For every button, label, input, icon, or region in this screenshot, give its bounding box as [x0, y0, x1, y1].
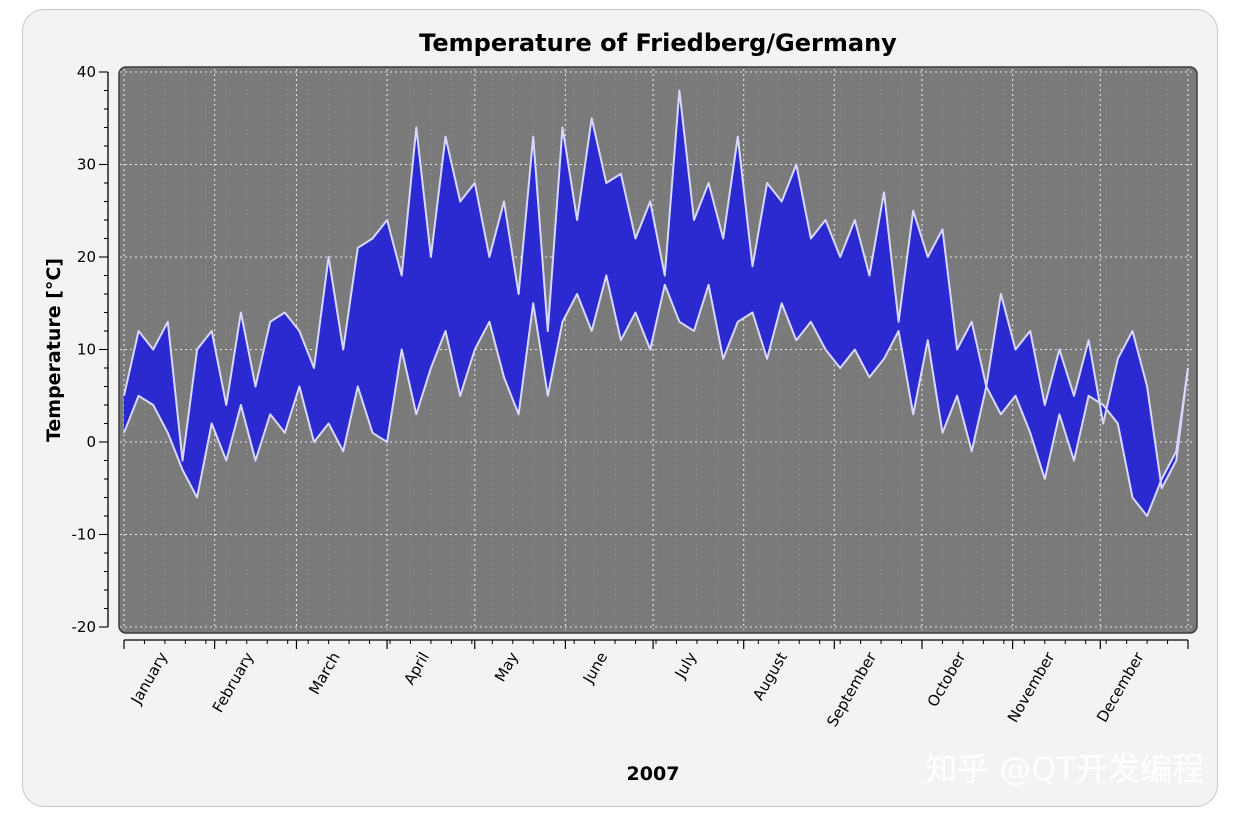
month-label: January: [127, 649, 172, 708]
y-tick-label: 10: [77, 341, 96, 359]
y-tick-label: 40: [77, 63, 96, 81]
month-label: October: [924, 648, 970, 710]
month-label: July: [671, 649, 701, 682]
plot-area: [118, 66, 1198, 634]
month-label: August: [749, 649, 791, 704]
y-tick-label: 20: [77, 248, 96, 266]
month-label: March: [305, 649, 343, 698]
y-tick-label: -10: [72, 526, 97, 544]
y-tick-label: -20: [72, 618, 97, 636]
y-axis-title: Temperature [°C]: [43, 258, 65, 442]
month-label: November: [1004, 648, 1059, 725]
series-line-min: [123, 274, 1189, 517]
temperature-band-layer: [123, 89, 1189, 517]
month-label: June: [579, 649, 611, 687]
x-axis-title: 2007: [627, 763, 680, 785]
month-label: April: [400, 649, 433, 688]
watermark: 知乎 @QT开发编程: [925, 750, 1204, 788]
month-label: May: [491, 649, 522, 685]
month-label: December: [1093, 648, 1148, 725]
y-tick-label: 30: [77, 156, 96, 174]
series-line-max: [123, 89, 1189, 490]
month-label: February: [209, 649, 258, 716]
chart-title: Temperature of Friedberg/Germany: [419, 29, 897, 57]
temperature-band: [124, 90, 1188, 516]
axes: [99, 71, 1189, 649]
y-tick-label: 0: [86, 433, 96, 451]
month-label: September: [823, 648, 880, 730]
